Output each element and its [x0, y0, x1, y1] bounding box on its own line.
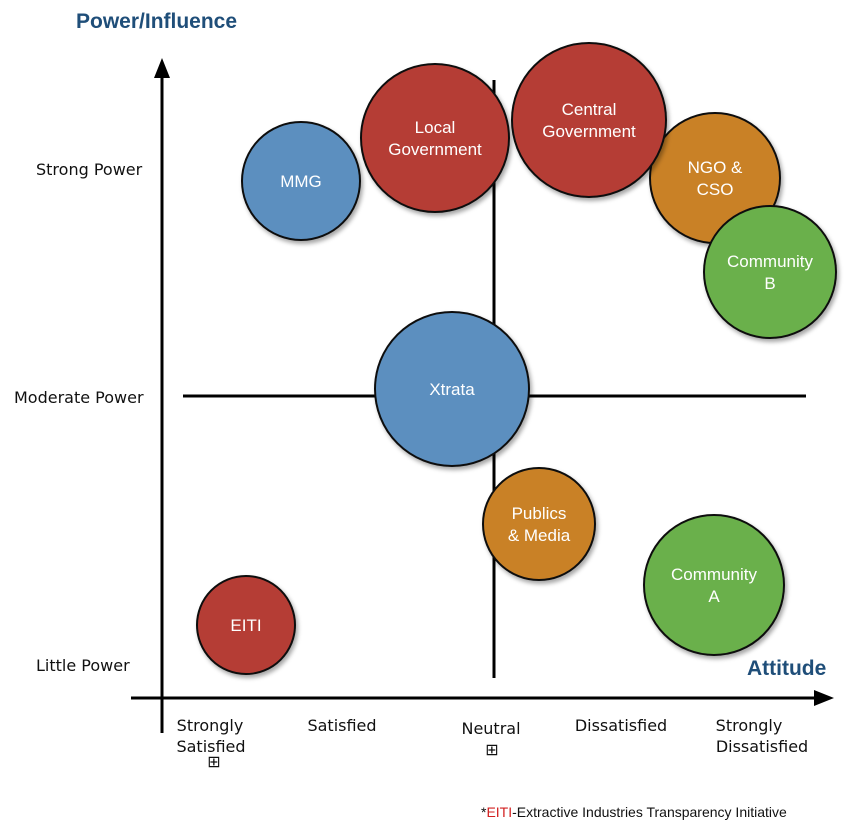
y-axis-title: Power/Influence — [76, 10, 237, 33]
y-label-strong-power: Strong Power — [36, 160, 143, 179]
bubble-circle — [703, 205, 837, 339]
x-axis-arrowhead — [814, 690, 834, 706]
x-label-neutral: Neutral — [461, 719, 520, 738]
bubble-xtrata: Xtrata — [374, 311, 530, 467]
bubble-label: A — [708, 587, 720, 606]
bubble-community-b: Community B — [703, 205, 837, 339]
bubble-circle — [643, 514, 785, 656]
x-marker-icon: ⊞ — [485, 740, 498, 759]
x-label-strongly-dissatisfied-1: Strongly — [716, 716, 783, 735]
bubble-label: Community — [671, 565, 757, 584]
bubble-label: Government — [388, 140, 482, 159]
footnote-highlight: EITI — [486, 804, 512, 820]
bubble-label: Government — [542, 122, 636, 141]
bubble-label: MMG — [280, 172, 322, 191]
footnote-prefix: * — [481, 804, 487, 820]
bubble-central-government: Central Government — [511, 42, 667, 198]
bubble-label: & Media — [508, 526, 571, 545]
bubble-circle — [374, 311, 530, 467]
y-label-little-power: Little Power — [36, 656, 130, 675]
stakeholder-bubbles: MMG Local Government NGO & CSO Central Gove… — [196, 42, 837, 675]
bubble-label: EITI — [230, 616, 261, 635]
x-marker-icon: ⊞ — [207, 752, 220, 771]
x-axis-title: Attitude — [747, 657, 826, 680]
bubble-circle — [360, 63, 510, 213]
x-label-satisfied: Satisfied — [307, 716, 376, 735]
y-axis-arrowhead — [154, 58, 170, 78]
bubble-label: Publics — [512, 504, 567, 523]
bubble-label: CSO — [697, 180, 734, 199]
bubble-community-a: Community A — [643, 514, 785, 656]
x-label-strongly-satisfied-1: Strongly — [177, 716, 244, 735]
bubble-label: Local — [415, 118, 456, 137]
bubble-eiti: EITI — [196, 575, 296, 675]
x-label-strongly-dissatisfied-2: Dissatisfied — [716, 737, 808, 756]
bubble-circle — [511, 42, 667, 198]
bubble-label: NGO & — [688, 158, 743, 177]
footnote-rest: -Extractive Industries Transparency Init… — [512, 804, 787, 820]
y-label-moderate-power: Moderate Power — [14, 388, 144, 407]
bubble-mmg: MMG — [241, 121, 361, 241]
x-label-strongly-satisfied-2: Satisfied — [176, 737, 245, 756]
bubble-label: Central — [562, 100, 617, 119]
bubble-label: B — [764, 274, 775, 293]
bubble-label: Xtrata — [429, 380, 475, 399]
bubble-circle — [196, 575, 296, 675]
bubble-circle — [482, 467, 596, 581]
bubble-circle — [241, 121, 361, 241]
bubble-publics-media: Publics & Media — [482, 467, 596, 581]
x-label-dissatisfied: Dissatisfied — [575, 716, 667, 735]
footnote: *EITI-Extractive Industries Transparency… — [481, 804, 787, 820]
bubble-local-government: Local Government — [360, 63, 510, 213]
bubble-label: Community — [727, 252, 813, 271]
